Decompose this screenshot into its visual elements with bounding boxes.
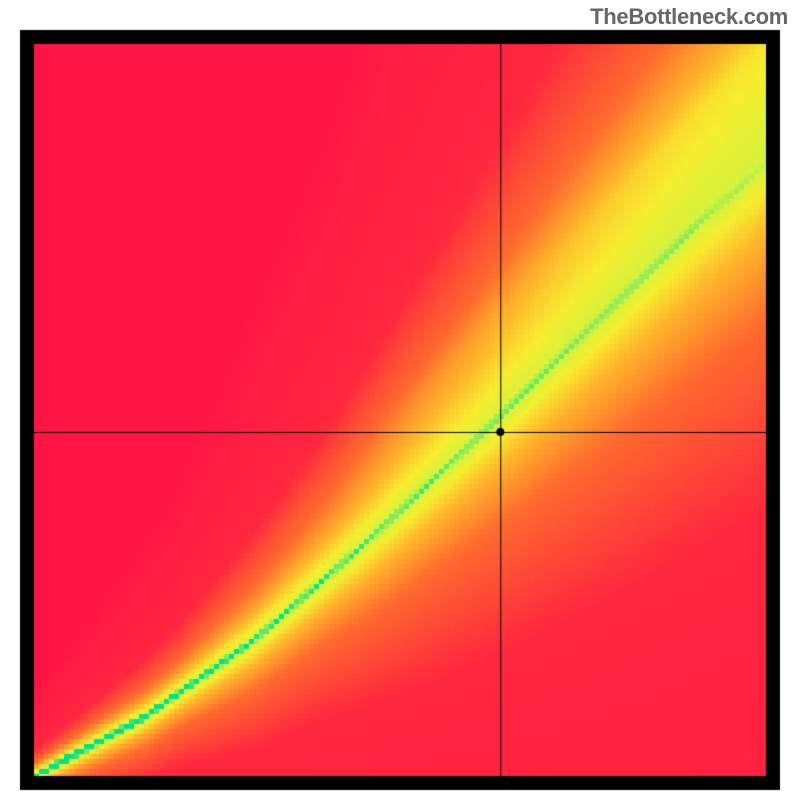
heatmap-canvas <box>0 0 800 800</box>
figure-root: TheBottleneck.com <box>0 0 800 800</box>
attribution-watermark: TheBottleneck.com <box>590 4 788 30</box>
